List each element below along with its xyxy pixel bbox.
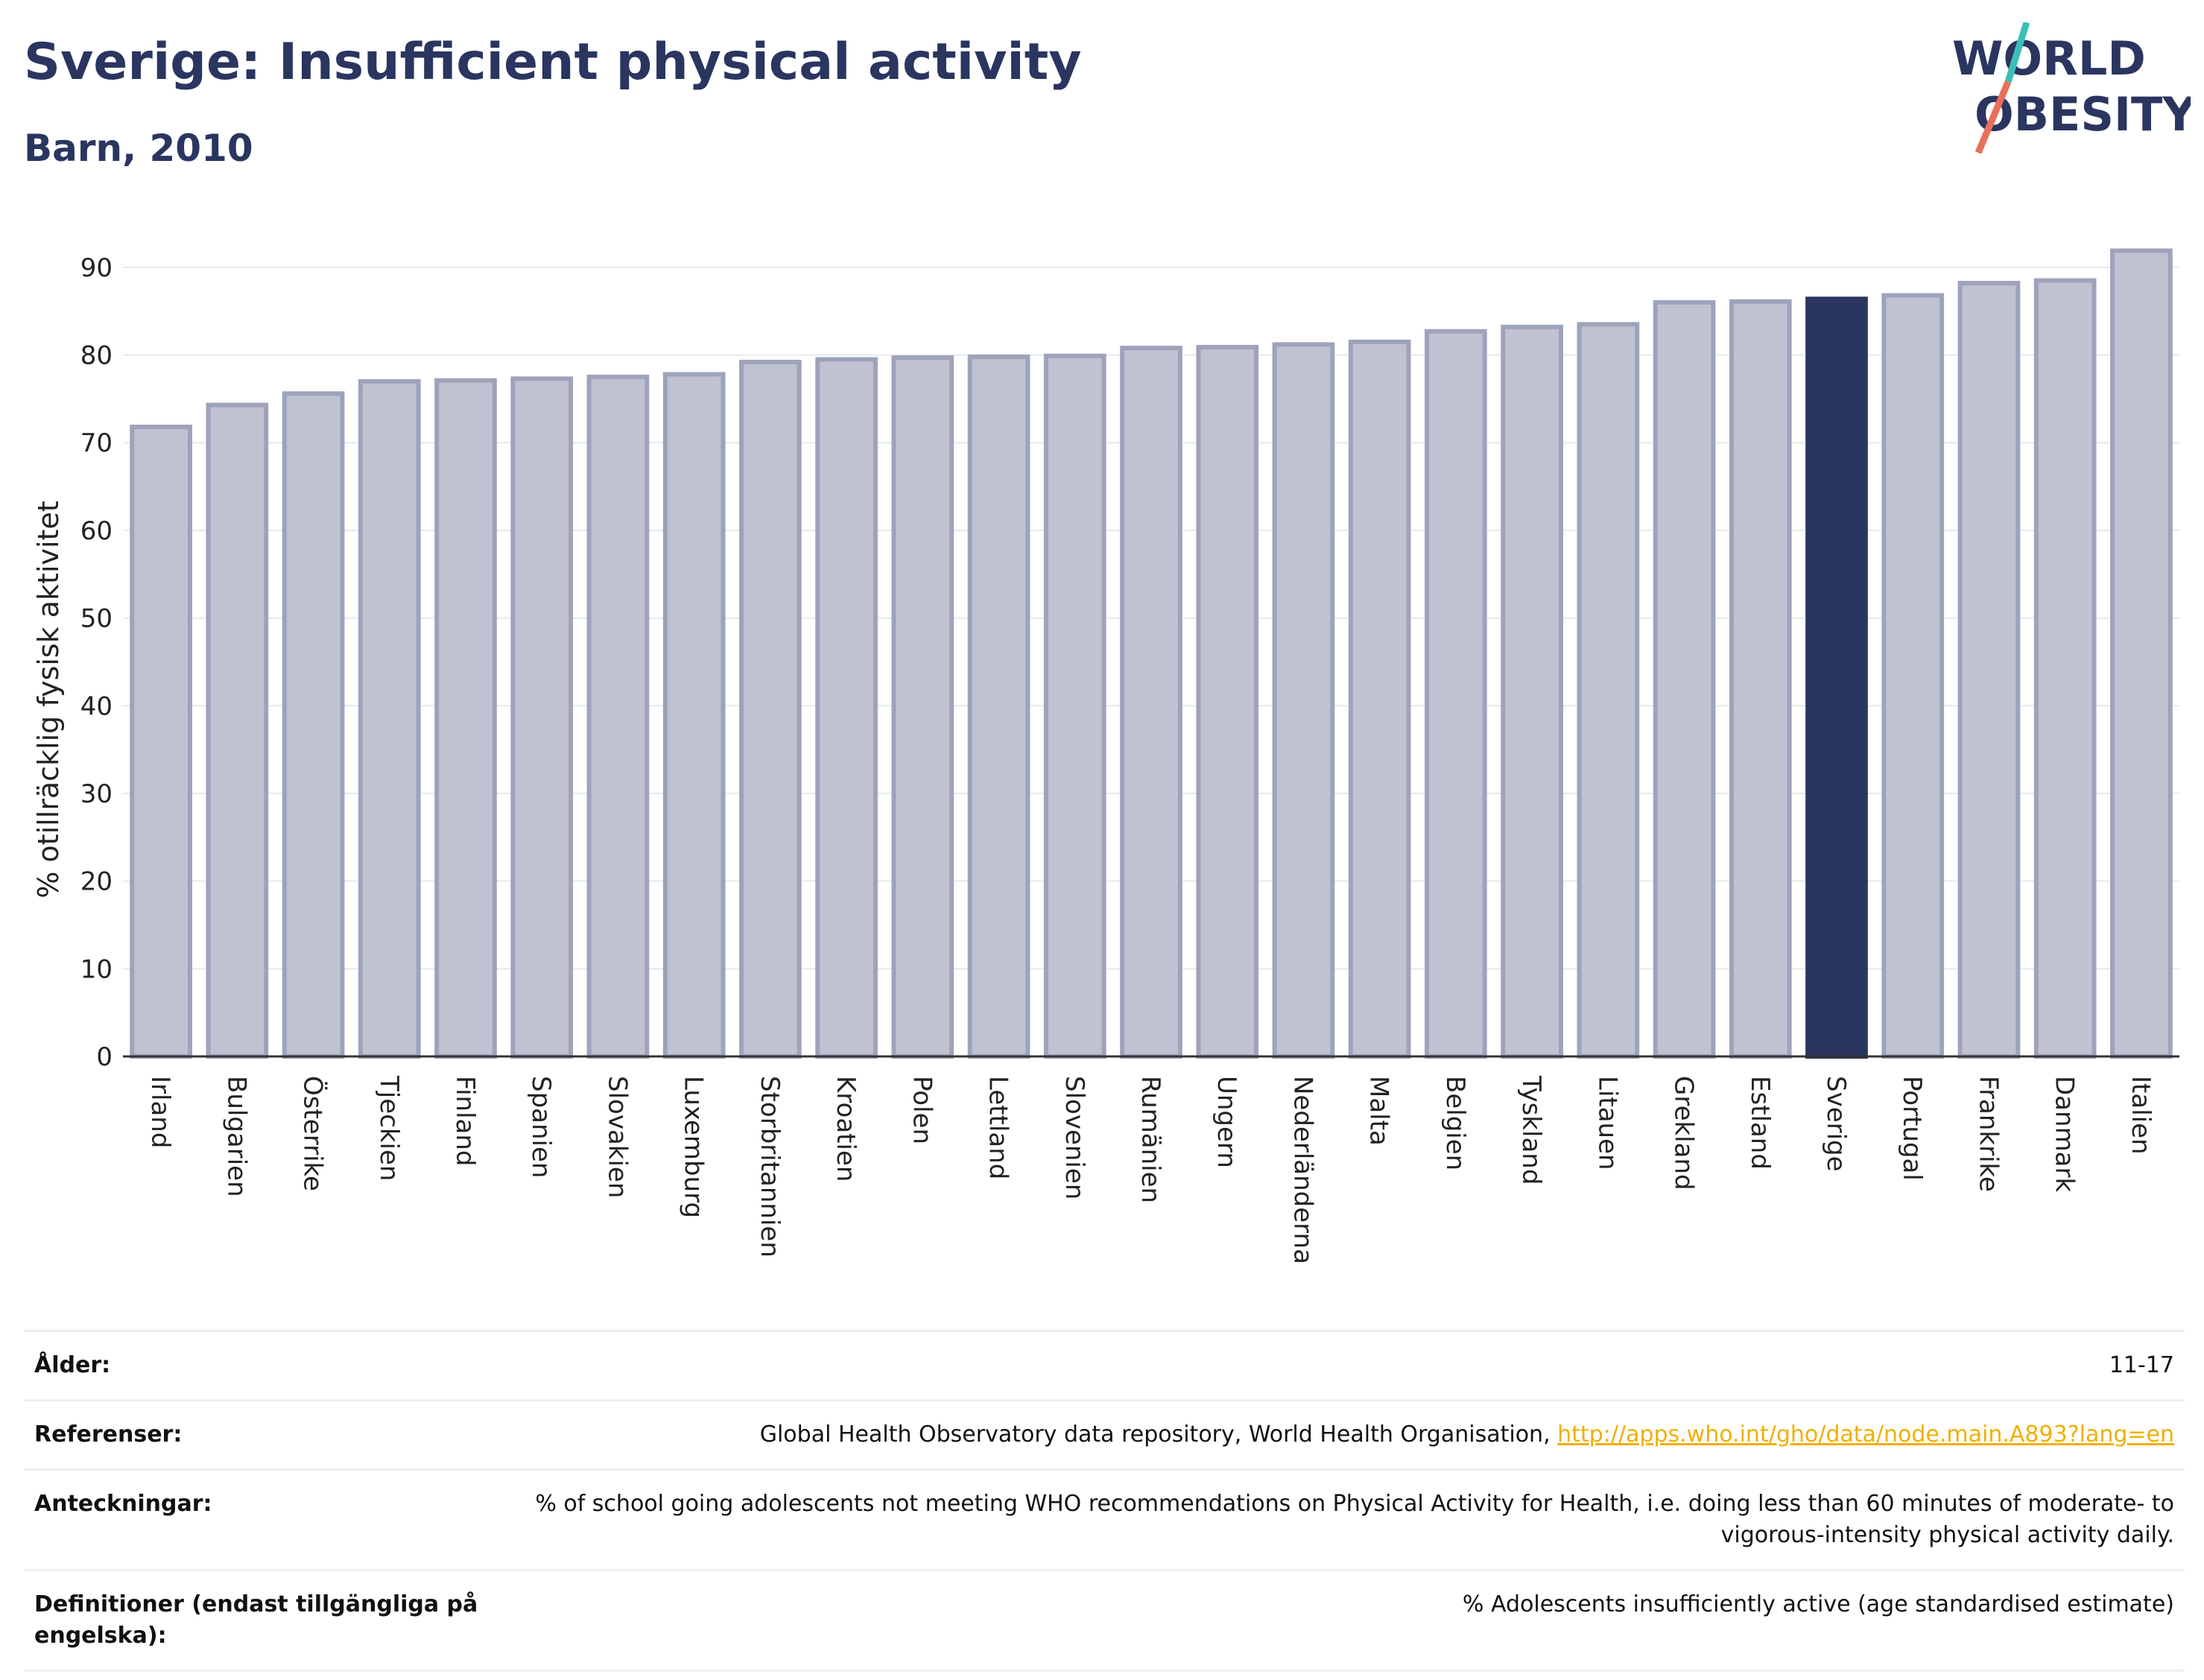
info-row-age: Ålder: 11-17: [24, 1330, 2185, 1399]
bar-finland[interactable]: [434, 378, 497, 1059]
x-tick-label: Estland: [1745, 1076, 1775, 1170]
x-tick-label: Tyskland: [1516, 1075, 1546, 1185]
x-tick-label: Irland: [145, 1076, 175, 1148]
x-tick-label: Portugal: [1897, 1076, 1927, 1181]
bar-ungern[interactable]: [1196, 344, 1259, 1059]
bar-danmark[interactable]: [2033, 278, 2097, 1059]
y-tick-label: 20: [80, 867, 113, 897]
bar-grekland[interactable]: [1653, 299, 1716, 1059]
x-tick-label: Ungern: [1212, 1076, 1241, 1168]
bar-belgien[interactable]: [1425, 329, 1487, 1059]
x-tick-label: Malta: [1364, 1076, 1394, 1146]
bar-sverige[interactable]: [1805, 297, 1868, 1059]
bar-nederländerna[interactable]: [1272, 342, 1335, 1059]
info-key: Definitioner (endast tillgängliga på eng…: [34, 1591, 478, 1649]
x-tick-label: Belgien: [1440, 1076, 1470, 1170]
bar-rumänien[interactable]: [1120, 346, 1182, 1059]
x-tick-label: Luxemburg: [679, 1076, 709, 1218]
x-tick-label: Tjeckien: [374, 1075, 404, 1181]
bar-österrike[interactable]: [282, 391, 345, 1059]
x-tick-label: Bulgarien: [221, 1076, 251, 1197]
info-key: Anteckningar:: [34, 1491, 212, 1517]
y-tick-label: 80: [80, 341, 113, 371]
y-tick-label: 0: [96, 1042, 113, 1072]
y-tick-label: 40: [80, 691, 113, 721]
reference-link[interactable]: http://apps.who.int/gho/data/node.main.A…: [1557, 1421, 2174, 1448]
bar-portugal[interactable]: [1881, 293, 1945, 1059]
x-tick-label: Spanien: [526, 1076, 556, 1178]
y-tick-label: 50: [80, 604, 113, 634]
info-value: % Adolescents insufficiently active (age…: [1462, 1591, 2174, 1617]
info-value: 11-17: [2109, 1352, 2174, 1378]
x-tick-label: Frankrike: [1973, 1076, 2003, 1192]
chart-subtitle: Barn, 2010: [24, 127, 253, 170]
bar-irland[interactable]: [130, 425, 192, 1059]
world-obesity-logo: WORLD OBESITY: [1952, 22, 2191, 154]
x-tick-label: Grekland: [1669, 1076, 1699, 1191]
x-tick-label: Sverige: [1821, 1076, 1851, 1172]
info-key: Ålder:: [34, 1352, 111, 1378]
bar-slovakien[interactable]: [586, 374, 650, 1059]
info-row-notes: Anteckningar: % of school going adolesce…: [24, 1468, 2185, 1569]
info-key: Referenser:: [34, 1421, 183, 1448]
info-value: Global Health Observatory data repositor…: [760, 1419, 2174, 1451]
y-axis-ticks: 0 10 20 30 40 50 60 70 80 90: [80, 253, 113, 1072]
bar-polen[interactable]: [891, 355, 954, 1059]
bar-slovenien[interactable]: [1043, 353, 1106, 1059]
bar-spanien[interactable]: [510, 376, 574, 1059]
info-row-references: Referenser: Global Health Observatory da…: [24, 1399, 2185, 1468]
x-axis-labels: Irland Bulgarien Österrike Tjeckien Finland S…: [145, 1075, 2156, 1264]
bar-bulgarien[interactable]: [206, 402, 269, 1059]
y-tick-label: 70: [80, 428, 113, 458]
y-tick-label: 60: [80, 516, 113, 546]
y-tick-label: 10: [80, 954, 113, 984]
bar-italien[interactable]: [2110, 248, 2173, 1059]
svg-text:OBESITY: OBESITY: [1975, 87, 2191, 142]
y-tick-label: 90: [80, 253, 113, 283]
x-tick-label: Rumänien: [1136, 1076, 1165, 1203]
info-row-definitions: Definitioner (endast tillgängliga på eng…: [24, 1569, 2185, 1672]
x-tick-label: Nederländerna: [1288, 1076, 1317, 1264]
x-tick-label: Finland: [450, 1076, 480, 1167]
bar-luxemburg[interactable]: [662, 372, 726, 1059]
bar-frankrike[interactable]: [1957, 281, 2021, 1059]
x-tick-label: Österrike: [298, 1076, 329, 1191]
bar-chart: 0 10 20 30 40 50 60 70 80 90 Irland Bulgarien Öster…: [32, 248, 2179, 1264]
bar-estland[interactable]: [1729, 299, 1792, 1059]
bar-tjeckien[interactable]: [358, 378, 421, 1059]
bar-lettland[interactable]: [967, 354, 1030, 1059]
bar-storbritannien[interactable]: [739, 359, 802, 1059]
bar-malta[interactable]: [1348, 339, 1411, 1059]
chart-title: Sverige: Insufficient physical activity: [24, 33, 1082, 92]
x-tick-label: Storbritannien: [755, 1076, 785, 1258]
x-tick-label: Litauen: [1592, 1076, 1622, 1170]
info-table: Ålder: 11-17 Referenser: Global Health O…: [24, 1330, 2185, 1672]
x-tick-label: Danmark: [2050, 1076, 2080, 1192]
info-value: % of school going adolescents not meetin…: [535, 1491, 2174, 1548]
x-tick-label: Italien: [2126, 1076, 2156, 1155]
x-tick-label: Slovenien: [1060, 1076, 1089, 1199]
x-tick-label: Polen: [907, 1076, 937, 1144]
y-axis-label: % otillräcklig fysisk aktivitet: [32, 501, 65, 898]
x-tick-label: Lettland: [984, 1076, 1013, 1179]
bar-litauen[interactable]: [1577, 322, 1640, 1059]
svg-text:WORLD: WORLD: [1952, 31, 2146, 86]
y-tick-label: 30: [80, 779, 113, 809]
bar-tyskland[interactable]: [1501, 324, 1563, 1059]
x-tick-label: Slovakien: [602, 1076, 632, 1198]
x-tick-label: Kroatien: [831, 1076, 861, 1182]
bars: [130, 248, 2173, 1059]
bar-kroatien[interactable]: [815, 357, 878, 1059]
reference-text: Global Health Observatory data repositor…: [759, 1421, 1558, 1448]
